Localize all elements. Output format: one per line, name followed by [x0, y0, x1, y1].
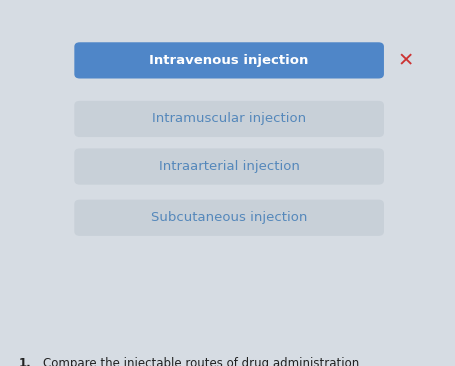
FancyBboxPatch shape — [74, 42, 383, 79]
Text: ✕: ✕ — [397, 51, 413, 70]
FancyBboxPatch shape — [74, 200, 383, 236]
Text: Intravenous injection: Intravenous injection — [149, 54, 308, 67]
Text: Intraarterial injection: Intraarterial injection — [158, 160, 299, 173]
FancyBboxPatch shape — [74, 149, 383, 184]
FancyBboxPatch shape — [74, 101, 383, 137]
Text: Subcutaneous injection: Subcutaneous injection — [151, 211, 307, 224]
Text: Intramuscular injection: Intramuscular injection — [152, 112, 305, 126]
Text: Compare the injectable routes of drug administration
and determine the route tha: Compare the injectable routes of drug ad… — [43, 357, 380, 366]
Text: 1.: 1. — [18, 357, 31, 366]
